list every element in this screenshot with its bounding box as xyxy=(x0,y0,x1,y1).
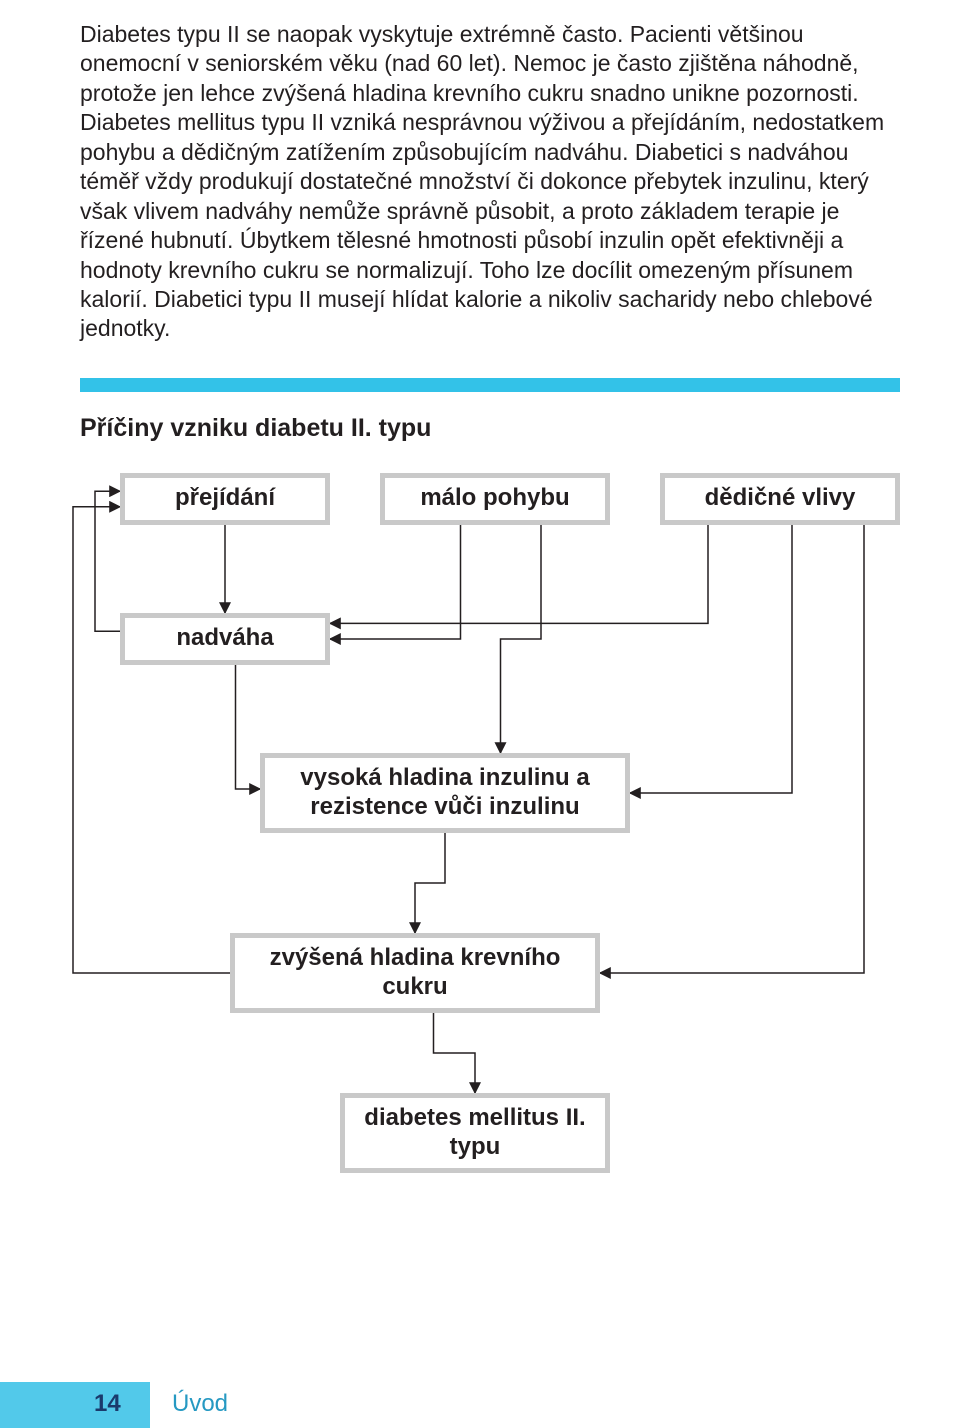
section-title: Příčiny vzniku diabetu II. typu xyxy=(80,414,900,443)
flowchart-edge xyxy=(330,525,461,639)
flowchart-edge xyxy=(415,833,445,933)
flowchart-edge xyxy=(330,525,708,623)
footer-accent xyxy=(0,1382,150,1428)
flowchart-edge xyxy=(236,665,261,789)
flowchart-edge xyxy=(434,1013,476,1093)
page-footer: 14 Úvod xyxy=(0,1382,960,1428)
flowchart-edges xyxy=(80,473,900,1193)
accent-bar xyxy=(80,378,900,392)
flowchart-node-dedicne: dědičné vlivy xyxy=(660,473,900,525)
flowchart-node-nadvaha: nadváha xyxy=(120,613,330,665)
flowchart-node-cukr: zvýšená hladina krevního cukru xyxy=(230,933,600,1013)
flowchart-node-prejidani: přejídání xyxy=(120,473,330,525)
flowchart-edge xyxy=(501,525,542,753)
body-paragraph: Diabetes typu II se naopak vyskytuje ext… xyxy=(80,20,900,344)
page-number: 14 xyxy=(94,1390,121,1418)
flowchart-node-dm2: diabetes mellitus II. typu xyxy=(340,1093,610,1173)
flowchart: přejídání málo pohybu dědičné vlivy nadváha… xyxy=(80,473,900,1193)
flowchart-edge xyxy=(73,507,230,973)
flowchart-edge xyxy=(600,525,864,973)
flowchart-node-malo: málo pohybu xyxy=(380,473,610,525)
footer-section-label: Úvod xyxy=(172,1390,228,1418)
flowchart-node-inzulin: vysoká hladina inzulinu a rezistence vůč… xyxy=(260,753,630,833)
flowchart-edge xyxy=(630,525,792,793)
flowchart-edge xyxy=(95,491,120,631)
